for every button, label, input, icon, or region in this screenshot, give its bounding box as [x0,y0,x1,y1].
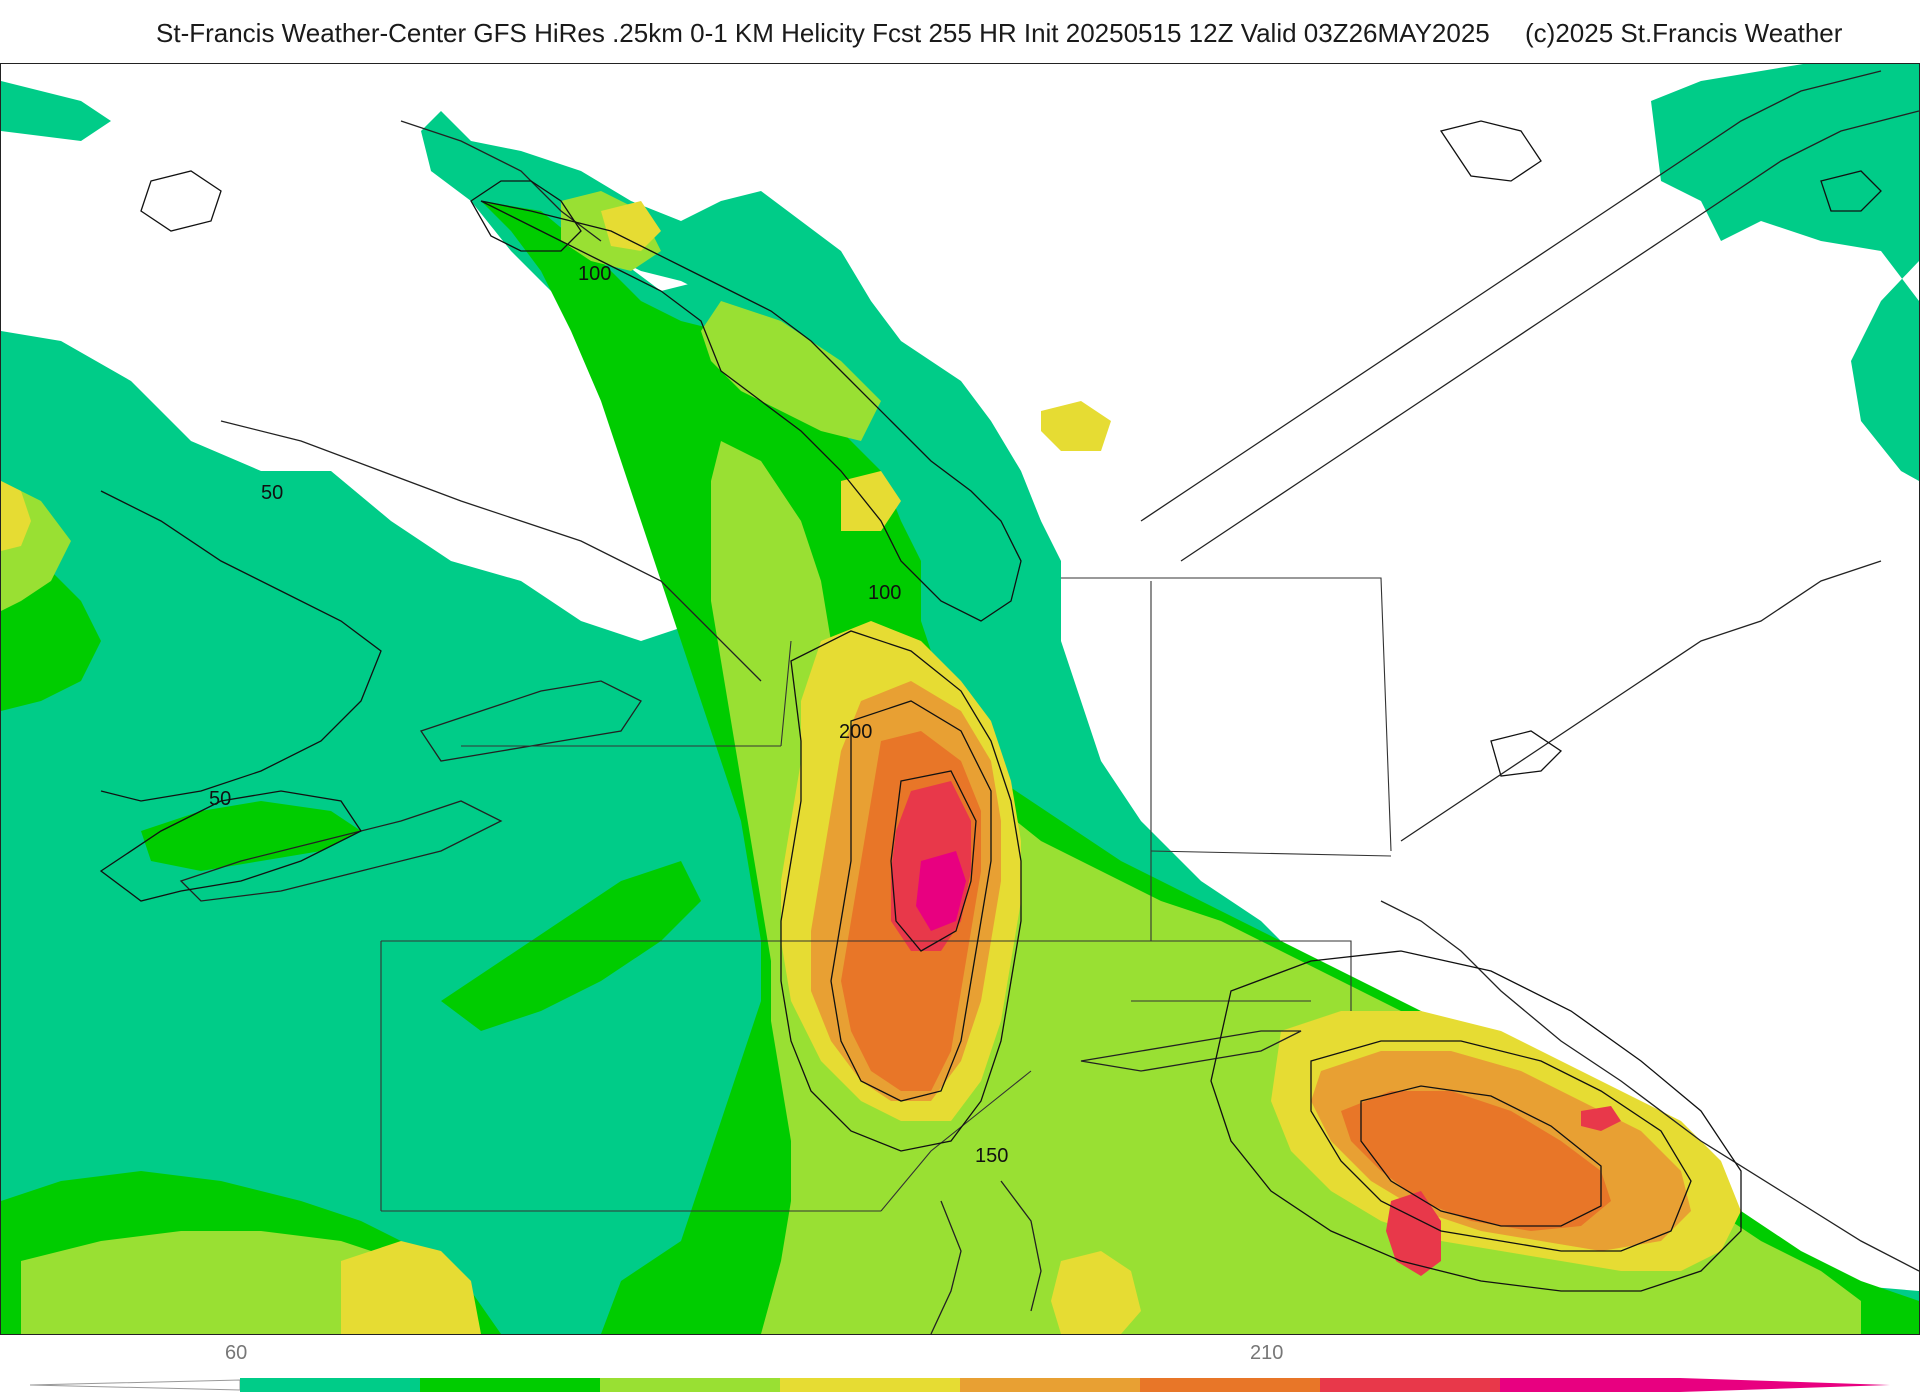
northwest-teal-strip [1,81,111,141]
east-red-small [1581,1106,1621,1131]
map-title: St-Francis Weather-Center GFS HiRes .25k… [0,16,1920,56]
main-yg-region [711,441,1861,1334]
contour-label-group: 100 50 100 200 50 150 [209,263,1008,1167]
colorbar-segment [1140,1378,1321,1392]
central-magenta [916,851,966,931]
contour-50-west [100,490,382,802]
mid-green-band [441,861,701,1031]
colorbar-segment [960,1378,1141,1392]
north-yg-patch [701,301,881,441]
contour-label-50-west: 50 [261,482,283,504]
west-green-band [141,801,361,871]
east-orange [1341,1091,1611,1231]
helicity-map: 100 50 100 200 50 150 [0,63,1920,1335]
st-lawrence-south [1180,110,1919,562]
north-teal-blob [431,141,1041,531]
contour-50-north [140,170,222,232]
contour-label-200: 200 [839,721,872,743]
chesapeake [930,1200,962,1334]
contour-100-east [1210,950,1742,1292]
colorbar-svg [30,1378,1890,1392]
pa-border-east [880,1070,1032,1212]
atlantic-coast [1380,900,1919,1272]
colorbar-segment [240,1378,421,1392]
north-yellow-small [1041,401,1111,451]
colorbar-segments [240,1378,1681,1392]
colorbar: 60 210 [0,1340,1920,1400]
lake-ontario [419,680,642,762]
title-text: St-Francis Weather-Center GFS HiRes .25k… [156,18,1490,48]
contour-100-northeast [1439,120,1542,182]
contour-150-northeast [1820,170,1882,212]
contour-100-north [480,200,1022,622]
fill-level-270 [916,851,966,931]
st-lawrence [1140,70,1882,522]
contour-label-100-north: 100 [578,263,611,285]
contour-east-ring [1490,730,1563,777]
northwest-yellow-patch [601,201,661,251]
contour-label-50-southwest: 50 [209,788,231,810]
contour-100-northwest [470,180,582,252]
colorbar-tick-60: 60 [225,1342,248,1364]
map-svg: 100 50 100 200 50 150 [1,64,1919,1334]
colorbar-low-arrow [30,1379,241,1391]
ny-north-border [780,640,792,747]
copyright-text: (c)2025 St.Francis Weather [1525,18,1843,48]
great-lakes-outline [220,420,762,682]
colorbar-tick-210: 210 [1250,1342,1284,1364]
helicity-fill [1,64,1919,1334]
southwest-yellow [341,1241,481,1334]
canada-us-border [1061,577,1392,852]
colorbar-segment [600,1378,781,1392]
colorbar-segment [1320,1378,1501,1392]
colorbar-segment [420,1378,601,1392]
new-england-line [1150,850,1392,857]
helicity-contours [99,120,1882,1292]
state-borders [380,577,1392,1212]
colorbar-segment [1500,1378,1681,1392]
contour-50-southwest [99,790,362,902]
contour-label-100-center: 100 [868,582,901,604]
colorbar-segment [780,1378,961,1392]
ma-border [1131,940,1352,1011]
maine-coast [1400,560,1882,842]
colorbar-high-arrow [1680,1378,1890,1392]
delaware-bay [1000,1180,1042,1312]
lake-erie [179,800,503,902]
south-yellow-patch [1051,1251,1141,1334]
north-yellow-patch [841,471,901,531]
coastlines [179,70,1919,1334]
east-red [1386,1191,1441,1276]
west-yellow-patch [1,481,31,551]
contour-label-150: 150 [975,1145,1008,1167]
contour-250-central [890,770,977,952]
contour-150-central [780,630,1022,1152]
contour-200-central [830,700,992,1102]
contour-200-east [1360,1085,1602,1227]
contour-150-east [1310,1040,1692,1252]
long-island [1080,1030,1302,1072]
